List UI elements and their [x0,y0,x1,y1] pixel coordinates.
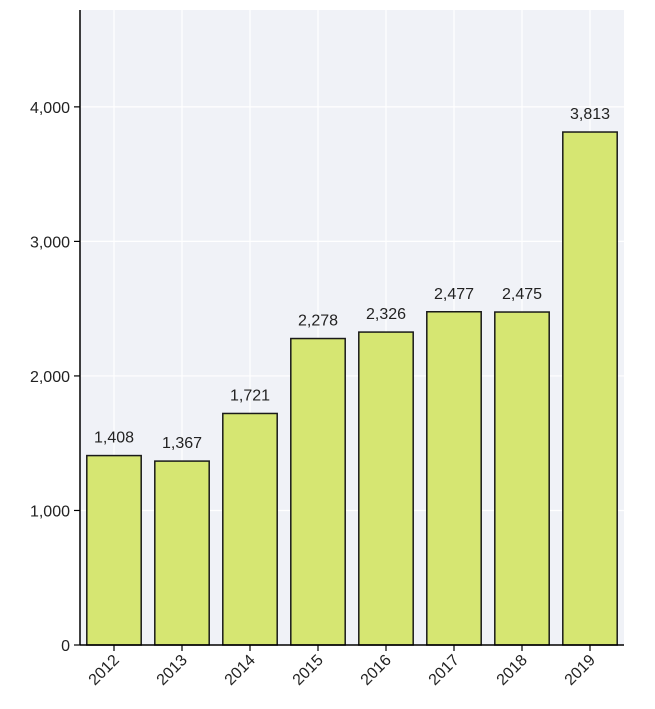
bar-2013 [154,460,210,646]
data-label: 1,367 [162,435,202,452]
bar-2014 [222,412,278,646]
y-axis-ticks: 0 1,000 2,000 3,000 4,000 [30,100,80,655]
data-label: 1,721 [230,387,270,404]
bar-2015 [290,337,346,646]
data-label: 2,477 [434,286,474,303]
x-tick-label: 2019 [562,652,599,689]
x-axis-ticks: 2012 2013 2014 2015 2016 2017 2018 2019 [86,645,599,689]
y-tick-label: 3,000 [30,234,70,251]
data-labels: 1,408 1,367 1,721 2,278 2,326 2,477 2,475 3,813 [94,106,610,452]
x-tick-label: 2018 [494,652,531,689]
y-tick-label: 4,000 [30,100,70,117]
y-tick-label: 0 [61,638,70,655]
y-tick-label: 1,000 [30,503,70,520]
bar-2019 [562,131,618,646]
data-label: 2,475 [502,286,542,303]
x-tick-label: 2016 [358,652,395,689]
bars [86,131,618,646]
data-label: 1,408 [94,430,134,447]
bar-2017 [426,311,482,646]
bar-2018 [494,311,550,646]
x-tick-label: 2012 [86,652,123,689]
x-tick-label: 2014 [222,652,259,689]
data-label: 2,278 [298,313,338,330]
bar-2012 [86,454,142,646]
x-tick-label: 2017 [426,652,463,689]
bar-2016 [358,331,414,646]
x-tick-label: 2015 [290,652,327,689]
data-label: 2,326 [366,306,406,323]
y-tick-label: 2,000 [30,369,70,386]
data-label: 3,813 [570,106,610,123]
x-tick-label: 2013 [154,652,191,689]
